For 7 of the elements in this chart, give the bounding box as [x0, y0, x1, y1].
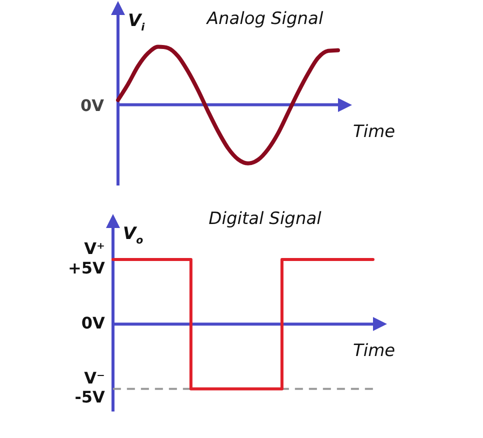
chart-title: Analog Signal	[206, 9, 324, 29]
x-axis-title: Time	[353, 341, 396, 362]
y-tick-label: V⁺ +5V	[68, 239, 106, 278]
x-axis-title: Time	[353, 122, 396, 142]
y-tick-label: V⁻ -5V	[74, 368, 106, 407]
y-tick-label: 0V	[81, 313, 106, 332]
chart-title: Digital Signal	[208, 209, 322, 229]
